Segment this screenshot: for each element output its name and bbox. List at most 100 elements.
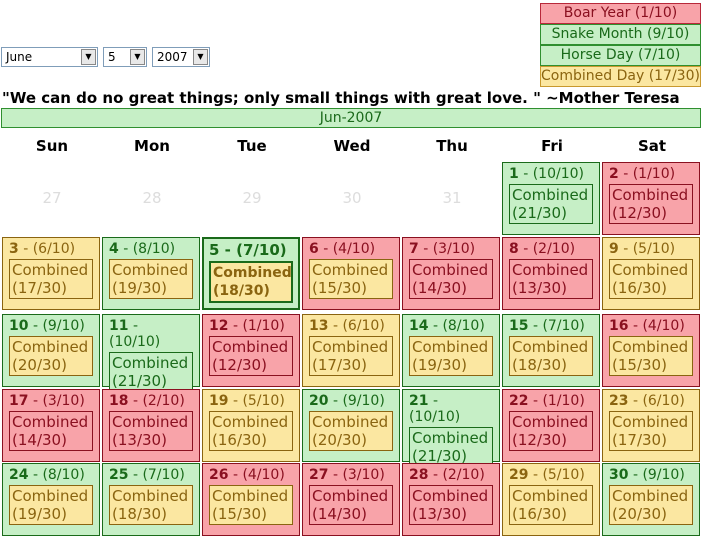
day-line: 15 - (7/10): [509, 318, 593, 334]
legend-item: Boar Year (1/10): [540, 3, 701, 24]
weekday: Sun: [35, 137, 69, 155]
day-line: 27 - (3/10): [309, 467, 393, 483]
combined-box: Combined (12/30): [509, 411, 593, 451]
day-rating: - (9/10): [332, 393, 385, 409]
day-cell[interactable]: 24 - (8/10) Combined (19/30): [2, 463, 100, 536]
day-number: 10: [9, 318, 29, 334]
day-rating: - (1/10): [232, 318, 285, 334]
day-rating: - (5/10): [232, 393, 285, 409]
day-cell[interactable]: 9 - (5/10) Combined (16/30): [602, 237, 700, 310]
day-rating: - (4/10): [632, 318, 685, 334]
day-cell[interactable]: 6 - (4/10) Combined (15/30): [302, 237, 400, 310]
day-rating: - (1/10): [623, 166, 676, 182]
day-cell[interactable]: 2 - (1/10) Combined (12/30): [602, 162, 700, 235]
combined-box: Combined (16/30): [609, 259, 693, 299]
day-rating: - (3/10): [423, 241, 476, 257]
day-cell[interactable]: 7 - (3/10) Combined (14/30): [402, 237, 500, 310]
day-number: 30: [609, 467, 629, 483]
combined-box: Combined (12/30): [609, 184, 693, 224]
day-rating: - (4/10): [232, 467, 285, 483]
day-number: 11: [109, 318, 129, 334]
day-line: 9 - (5/10): [609, 241, 693, 257]
day-cell[interactable]: 20 - (9/10) Combined (20/30): [302, 389, 400, 462]
prev-day: 27: [42, 189, 62, 207]
day-cell[interactable]: 17 - (3/10) Combined (14/30): [2, 389, 100, 462]
combined-box: Combined (20/30): [309, 411, 393, 451]
day-line: 4 - (8/10): [109, 241, 193, 257]
day-cell[interactable]: 12 - (1/10) Combined (12/30): [202, 314, 300, 387]
day-rating: - (9/10): [632, 467, 685, 483]
day-number: 26: [209, 467, 229, 483]
day-cell[interactable]: 14 - (8/10) Combined (19/30): [402, 314, 500, 387]
day-number: 18: [109, 393, 129, 409]
year-select[interactable]: 2007 ▼: [152, 47, 210, 67]
day-number: 14: [409, 318, 429, 334]
day-rating: - (4/10): [323, 241, 376, 257]
day-rating: - (6/10): [332, 318, 385, 334]
day-cell[interactable]: 22 - (1/10) Combined (12/30): [502, 389, 600, 462]
day-cell[interactable]: 13 - (6/10) Combined (17/30): [302, 314, 400, 387]
weekday: Sat: [637, 137, 667, 155]
day-cell[interactable]: 26 - (4/10) Combined (15/30): [202, 463, 300, 536]
day-cell[interactable]: 16 - (4/10) Combined (15/30): [602, 314, 700, 387]
dropdown-arrow: ▼: [193, 49, 208, 65]
day-cell[interactable]: 21 - (10/10) Combined (21/30): [402, 389, 500, 467]
day-cell[interactable]: 29 - (5/10) Combined (16/30): [502, 463, 600, 536]
combined-box: Combined (16/30): [209, 411, 293, 451]
day-number: 25: [109, 467, 129, 483]
day-cell[interactable]: 28 - (2/10) Combined (13/30): [402, 463, 500, 536]
day-cell[interactable]: 15 - (7/10) Combined (18/30): [502, 314, 600, 387]
day-cell[interactable]: 5 - (7/10) Combined (18/30): [202, 237, 300, 310]
combined-box: Combined (14/30): [309, 485, 393, 525]
day-cell[interactable]: 19 - (5/10) Combined (16/30): [202, 389, 300, 462]
combined-box: Combined (15/30): [309, 259, 393, 299]
day-number: 1: [509, 166, 519, 182]
combined-box: Combined (19/30): [109, 259, 193, 299]
day-rating: - (6/10): [632, 393, 685, 409]
day-cell[interactable]: 4 - (8/10) Combined (19/30): [102, 237, 200, 310]
day-rating: - (2/10): [523, 241, 576, 257]
day-rating: - (10/10): [409, 393, 461, 425]
day-cell[interactable]: 30 - (9/10) Combined (20/30): [602, 463, 700, 536]
month-select[interactable]: June ▼: [1, 47, 98, 67]
combined-box: Combined (21/30): [509, 184, 593, 224]
day-select[interactable]: 5 ▼: [103, 47, 147, 67]
day-cell[interactable]: 3 - (6/10) Combined (17/30): [2, 237, 100, 310]
combined-box: Combined (13/30): [509, 259, 593, 299]
day-rating: - (2/10): [432, 467, 485, 483]
day-line: 12 - (1/10): [209, 318, 293, 334]
day-cell[interactable]: 11 - (10/10) Combined (21/30): [102, 314, 200, 392]
quote: "We can do no great things; only small t…: [2, 89, 680, 107]
day-cell[interactable]: 1 - (10/10) Combined (21/30): [502, 162, 600, 235]
day-cell[interactable]: 8 - (2/10) Combined (13/30): [502, 237, 600, 310]
month-title: Jun-2007: [1, 108, 701, 128]
day-line: 14 - (8/10): [409, 318, 493, 334]
day-number: 23: [609, 393, 629, 409]
combined-box: Combined (17/30): [609, 411, 693, 451]
day-number: 4: [109, 241, 119, 257]
day-cell[interactable]: 23 - (6/10) Combined (17/30): [602, 389, 700, 462]
day-rating: - (7/10): [224, 241, 287, 259]
dropdown-arrow: ▼: [81, 49, 96, 65]
day-line: 22 - (1/10): [509, 393, 593, 409]
day-number: 8: [509, 241, 519, 257]
day-number: 28: [409, 467, 429, 483]
combined-box: Combined (13/30): [409, 485, 493, 525]
weekday: Fri: [541, 137, 563, 155]
day-cell[interactable]: 10 - (9/10) Combined (20/30): [2, 314, 100, 387]
day-number: 17: [9, 393, 29, 409]
day-number: 5: [209, 241, 220, 259]
day-number: 20: [309, 393, 329, 409]
day-line: 11 - (10/10): [109, 318, 193, 350]
day-line: 13 - (6/10): [309, 318, 393, 334]
day-rating: - (8/10): [123, 241, 176, 257]
day-cell[interactable]: 25 - (7/10) Combined (18/30): [102, 463, 200, 536]
day-rating: - (6/10): [23, 241, 76, 257]
prev-day: 31: [442, 189, 462, 207]
day-rating: - (3/10): [332, 467, 385, 483]
day-rating: - (7/10): [132, 467, 185, 483]
day-line: 3 - (6/10): [9, 241, 93, 257]
day-cell[interactable]: 27 - (3/10) Combined (14/30): [302, 463, 400, 536]
day-cell[interactable]: 18 - (2/10) Combined (13/30): [102, 389, 200, 462]
